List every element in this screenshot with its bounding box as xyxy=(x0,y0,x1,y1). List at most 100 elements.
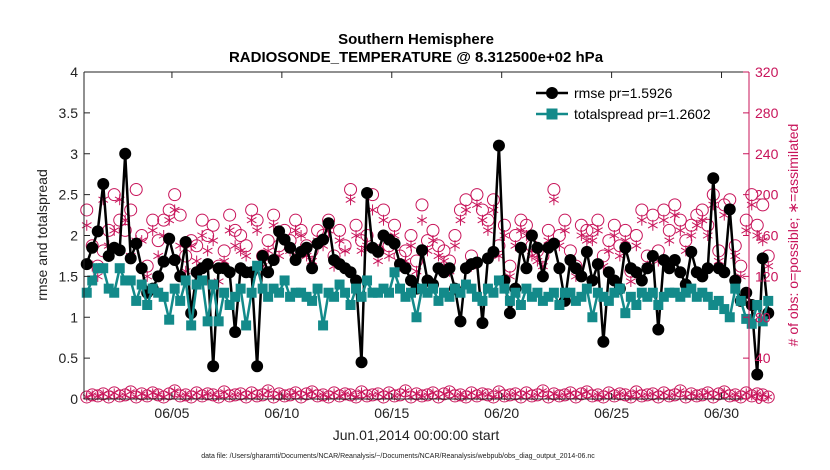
obs-bottom-assimilated-marker xyxy=(209,392,218,398)
totalspread-point xyxy=(708,299,719,310)
rmse-point xyxy=(97,177,110,190)
totalspread-point xyxy=(642,291,653,302)
rmse-point xyxy=(646,249,659,262)
obs-bottom-assimilated-marker xyxy=(703,390,712,396)
obs-possible-marker xyxy=(388,389,402,403)
rmse-point xyxy=(751,368,764,381)
totalspread-point xyxy=(647,287,658,298)
totalspread-point xyxy=(125,275,136,286)
obs-bottom-assimilated-marker xyxy=(544,394,553,400)
legend-rmse-marker xyxy=(546,87,558,99)
totalspread-point xyxy=(318,320,329,331)
totalspread-point xyxy=(620,308,631,319)
totalspread-point xyxy=(356,291,367,302)
y2-tick-label: 40 xyxy=(755,350,771,366)
totalspread-point xyxy=(395,283,406,294)
obs-assimilated-marker xyxy=(686,232,697,239)
obs-bottom-assimilated-marker xyxy=(632,389,641,395)
totalspread-point xyxy=(466,283,477,294)
obs-possible-marker xyxy=(311,389,325,403)
obs-bottom-assimilated-marker xyxy=(549,391,559,397)
totalspread-point xyxy=(658,291,669,302)
totalspread-point xyxy=(438,287,449,298)
rmse-point xyxy=(718,266,731,279)
totalspread-point xyxy=(109,287,120,298)
rmse-point xyxy=(470,256,483,269)
y2-tick-label: 0 xyxy=(755,391,763,407)
obs-bottom-assimilated-marker xyxy=(104,394,113,400)
obs-bottom-assimilated-marker xyxy=(566,390,575,396)
totalspread-point xyxy=(719,304,730,315)
obs-bottom-assimilated-marker xyxy=(593,392,603,398)
y-tick-label: 2.5 xyxy=(59,187,79,203)
obs-bottom-assimilated-marker xyxy=(599,394,608,400)
rmse-point xyxy=(119,147,132,160)
rmse-point xyxy=(723,203,736,216)
obs-bottom-assimilated-marker xyxy=(307,389,317,395)
obs-assimilated-marker xyxy=(449,242,460,249)
totalspread-point xyxy=(510,287,521,298)
obs-assimilated-marker xyxy=(345,196,356,203)
totalspread-point xyxy=(362,275,373,286)
totalspread-point xyxy=(351,283,362,294)
obs-assimilated-marker xyxy=(697,216,708,224)
rmse-point xyxy=(179,236,192,249)
obs-assimilated-marker xyxy=(197,232,208,239)
totalspread-point xyxy=(554,299,565,310)
obs-assimilated-marker xyxy=(252,227,263,234)
obs-assimilated-marker xyxy=(515,227,526,234)
obs-assimilated-marker xyxy=(384,252,395,260)
obs-bottom-assimilated-marker xyxy=(346,392,355,398)
obs-possible-marker xyxy=(283,388,297,402)
x-axis-label: Jun.01,2014 00:00:00 start xyxy=(333,427,500,443)
rmse-point xyxy=(415,244,428,257)
totalspread-point xyxy=(697,287,708,298)
totalspread-point xyxy=(713,295,724,306)
totalspread-point xyxy=(285,291,296,302)
totalspread-point xyxy=(340,287,351,298)
obs-bottom-assimilated-marker xyxy=(687,391,696,397)
rmse-point xyxy=(531,241,544,254)
obs-possible-marker xyxy=(173,389,187,403)
obs-bottom-assimilated-marker xyxy=(154,392,163,398)
obs-bottom-assimilated-marker xyxy=(577,391,586,397)
y-tick-label: 0.5 xyxy=(59,350,79,366)
totalspread-point xyxy=(730,283,741,294)
obs-bottom-assimilated-marker xyxy=(214,394,223,400)
obs-possible-marker xyxy=(607,389,621,403)
legend-box xyxy=(528,80,742,126)
obs-assimilated-marker xyxy=(208,237,219,244)
totalspread-point xyxy=(741,313,752,324)
totalspread-point xyxy=(384,287,395,298)
obs-bottom-assimilated-marker xyxy=(445,389,454,395)
obs-bottom-assimilated-marker xyxy=(753,391,762,397)
totalspread-point xyxy=(735,295,746,306)
obs-bottom-assimilated-marker xyxy=(132,394,141,400)
obs-bottom-assimilated-marker xyxy=(681,394,690,400)
rmse-point xyxy=(503,307,516,320)
obs-assimilated-marker xyxy=(631,242,642,249)
totalspread-point xyxy=(169,283,180,294)
rmse-point xyxy=(163,232,176,245)
totalspread-point xyxy=(455,287,466,298)
rmse-point xyxy=(756,252,769,265)
obs-bottom-assimilated-marker xyxy=(505,392,515,398)
obs-possible-marker xyxy=(250,389,264,403)
obs-possible-marker xyxy=(684,387,698,401)
rmse-point xyxy=(514,241,527,254)
y-tick-label: 1 xyxy=(70,309,78,325)
obs-bottom-assimilated-marker xyxy=(219,389,229,395)
rmse-point xyxy=(388,237,401,250)
rmse-point xyxy=(580,245,593,258)
totalspread-point xyxy=(427,283,438,294)
obs-assimilated-marker xyxy=(636,216,647,224)
obs-possible-marker xyxy=(300,387,314,401)
totalspread-point xyxy=(680,287,691,298)
obs-possible-marker xyxy=(316,388,330,402)
obs-assimilated-marker xyxy=(109,227,120,234)
totalspread-point xyxy=(686,283,697,294)
totalspread-point xyxy=(373,287,384,298)
x-tick-label: 06/25 xyxy=(594,405,629,421)
legend-rmse-label: rmse pr=1.5926 xyxy=(574,85,673,101)
obs-assimilated-marker xyxy=(246,216,257,224)
